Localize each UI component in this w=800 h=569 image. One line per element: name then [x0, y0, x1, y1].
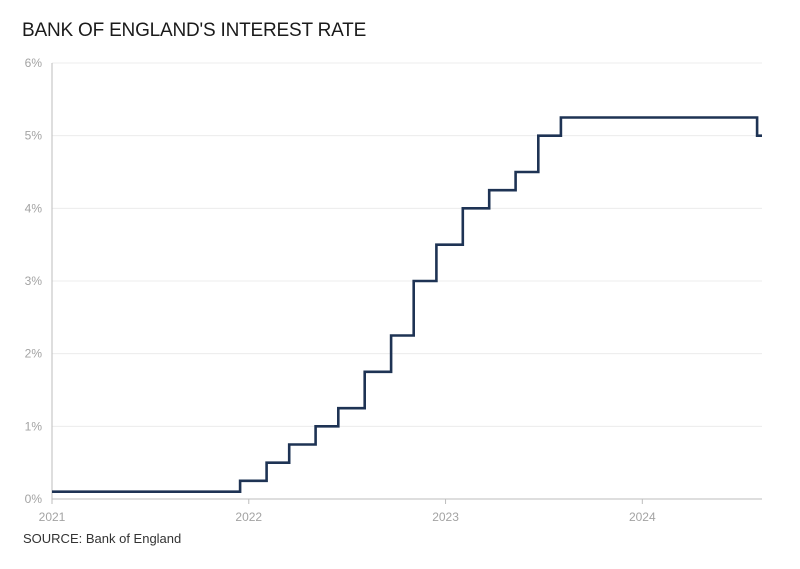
series-layer	[52, 116, 762, 493]
x-tick-label: 2021	[39, 510, 66, 524]
y-tick-label: 4%	[25, 201, 43, 215]
y-tick-label: 1%	[25, 419, 43, 433]
y-tick-label: 2%	[25, 347, 43, 361]
y-tick-label: 0%	[25, 492, 43, 506]
source-note: SOURCE: Bank of England	[23, 531, 182, 546]
rate-series-line	[52, 116, 762, 493]
x-tick-label: 2022	[235, 510, 262, 524]
y-tick-label: 5%	[25, 129, 43, 143]
tick-labels: 0% 1% 2% 3% 4% 5% 6% 2021 2022 2023 2024	[25, 56, 656, 524]
axes	[51, 63, 762, 504]
gridlines	[52, 62, 762, 427]
chart-title: BANK OF ENGLAND'S INTEREST RATE	[22, 20, 367, 41]
y-tick-label: 3%	[25, 274, 43, 288]
y-tick-label: 6%	[25, 56, 43, 70]
x-tick-label: 2023	[432, 510, 459, 524]
x-tick-label: 2024	[629, 510, 656, 524]
